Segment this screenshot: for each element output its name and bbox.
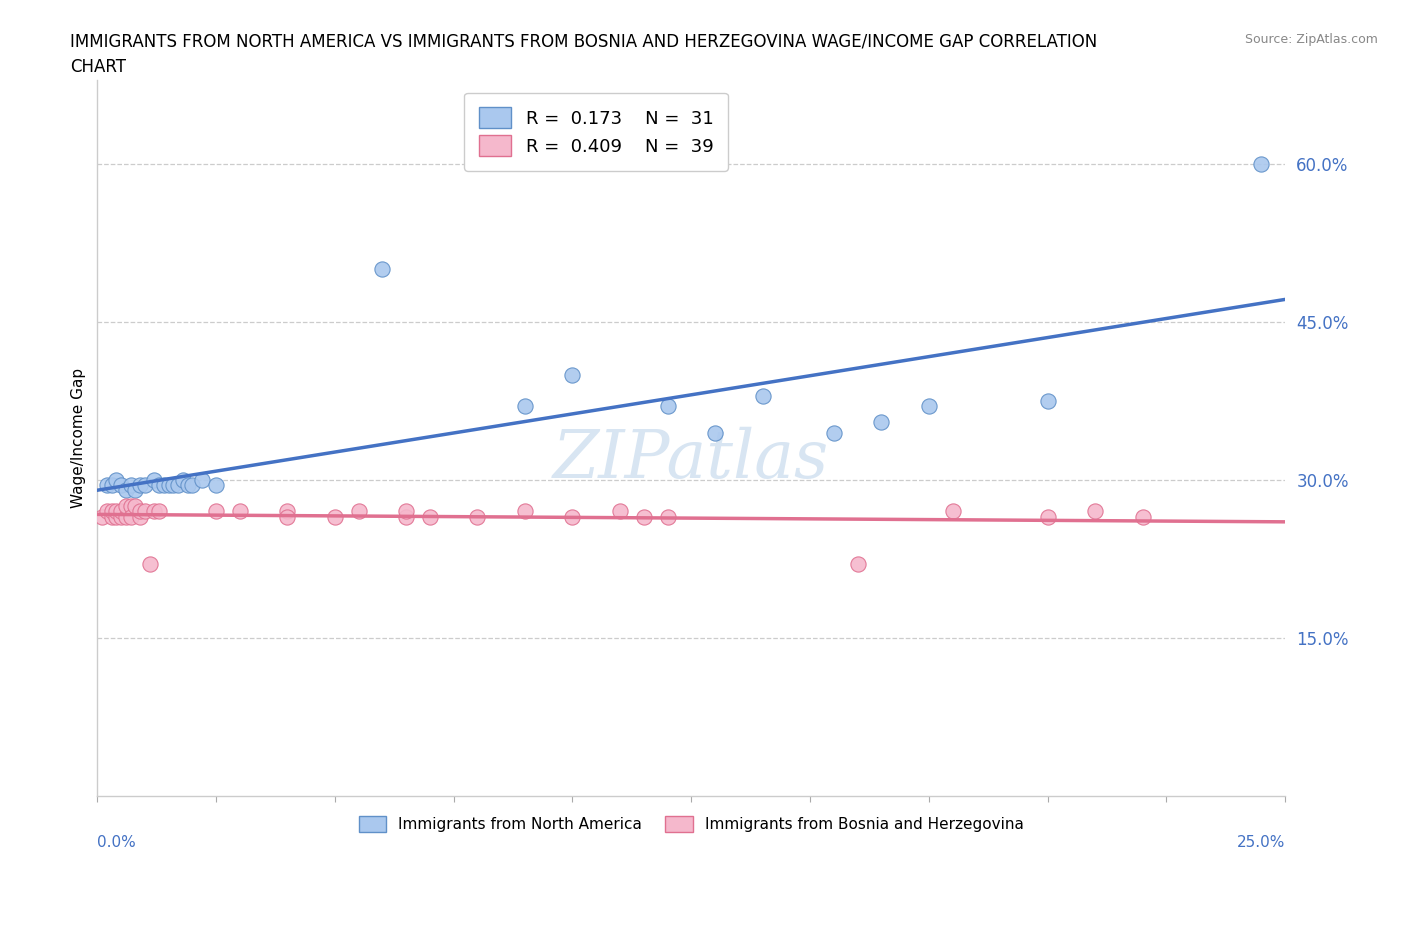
Point	[347, 504, 370, 519]
Point	[96, 504, 118, 519]
Point	[1132, 510, 1154, 525]
Point	[513, 504, 536, 519]
Point	[96, 478, 118, 493]
Point	[105, 510, 128, 525]
Point	[100, 504, 122, 519]
Point	[1250, 157, 1272, 172]
Text: Source: ZipAtlas.com: Source: ZipAtlas.com	[1244, 33, 1378, 46]
Point	[110, 478, 132, 493]
Point	[176, 478, 198, 493]
Point	[751, 389, 773, 404]
Point	[100, 510, 122, 525]
Point	[143, 472, 166, 487]
Point	[561, 367, 583, 382]
Point	[181, 478, 204, 493]
Text: 25.0%: 25.0%	[1237, 835, 1285, 850]
Point	[134, 478, 156, 493]
Point	[419, 510, 441, 525]
Point	[148, 504, 170, 519]
Point	[115, 483, 138, 498]
Point	[561, 510, 583, 525]
Point	[467, 510, 489, 525]
Y-axis label: Wage/Income Gap: Wage/Income Gap	[72, 367, 86, 508]
Point	[167, 478, 190, 493]
Point	[110, 510, 132, 525]
Point	[395, 510, 418, 525]
Legend: Immigrants from North America, Immigrants from Bosnia and Herzegovina: Immigrants from North America, Immigrant…	[353, 810, 1031, 838]
Point	[1036, 510, 1059, 525]
Point	[148, 478, 170, 493]
Point	[124, 498, 146, 513]
Point	[633, 510, 655, 525]
Point	[191, 472, 214, 487]
Point	[205, 478, 228, 493]
Point	[115, 510, 138, 525]
Point	[704, 425, 727, 440]
Point	[153, 478, 176, 493]
Point	[657, 510, 679, 525]
Point	[276, 504, 298, 519]
Text: ZIPatlas: ZIPatlas	[553, 427, 830, 492]
Point	[276, 510, 298, 525]
Point	[120, 498, 142, 513]
Point	[100, 478, 122, 493]
Point	[918, 399, 941, 414]
Point	[129, 510, 152, 525]
Point	[323, 510, 346, 525]
Point	[371, 262, 394, 277]
Point	[205, 504, 228, 519]
Point	[120, 478, 142, 493]
Point	[870, 415, 893, 430]
Text: 0.0%: 0.0%	[97, 835, 136, 850]
Point	[172, 472, 194, 487]
Point	[657, 399, 679, 414]
Point	[157, 478, 180, 493]
Point	[229, 504, 252, 519]
Point	[138, 557, 160, 572]
Point	[823, 425, 845, 440]
Point	[395, 504, 418, 519]
Point	[115, 498, 138, 513]
Point	[162, 478, 184, 493]
Text: IMMIGRANTS FROM NORTH AMERICA VS IMMIGRANTS FROM BOSNIA AND HERZEGOVINA WAGE/INC: IMMIGRANTS FROM NORTH AMERICA VS IMMIGRA…	[70, 33, 1098, 75]
Point	[513, 399, 536, 414]
Point	[129, 478, 152, 493]
Point	[105, 472, 128, 487]
Point	[609, 504, 631, 519]
Point	[124, 483, 146, 498]
Point	[134, 504, 156, 519]
Point	[91, 510, 114, 525]
Point	[1084, 504, 1107, 519]
Point	[129, 504, 152, 519]
Point	[120, 510, 142, 525]
Point	[110, 504, 132, 519]
Point	[105, 504, 128, 519]
Point	[143, 504, 166, 519]
Point	[846, 557, 869, 572]
Point	[942, 504, 965, 519]
Point	[1036, 393, 1059, 408]
